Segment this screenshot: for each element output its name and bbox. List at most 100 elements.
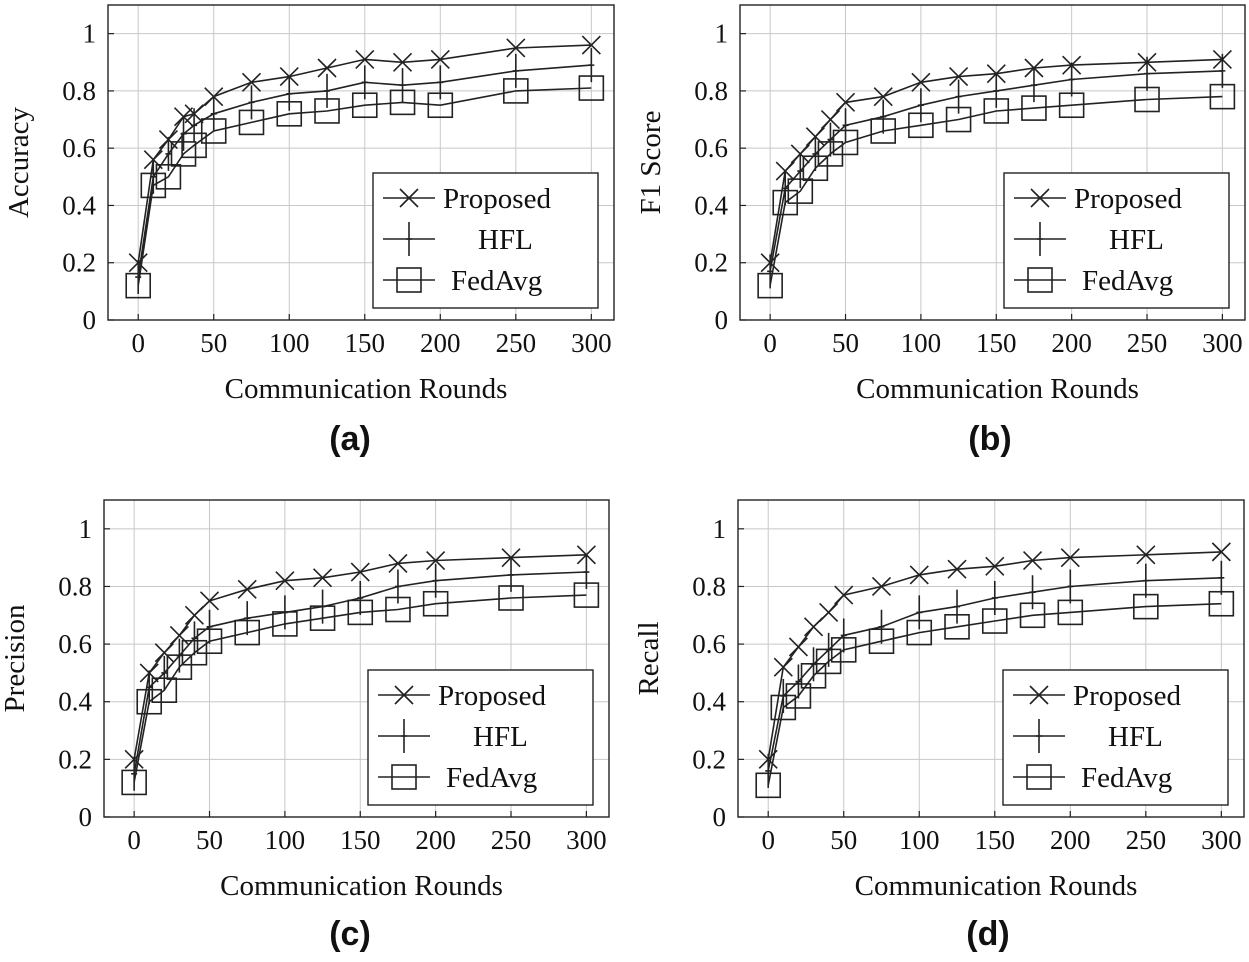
x-axis-label: Communication Rounds: [220, 870, 503, 902]
data-point-hfl: [955, 79, 962, 114]
data-point-fedavg: [1019, 602, 1046, 629]
x-tick-label: 300: [1202, 328, 1243, 358]
legend-marker-hfl: [406, 222, 412, 256]
x-tick-label: 100: [265, 825, 306, 855]
data-point-hfl: [399, 68, 406, 103]
data-point-fedavg: [800, 662, 827, 689]
x-tick-label: 100: [269, 328, 310, 358]
y-tick-label: 0.6: [62, 133, 96, 163]
legend-label-hfl: HFL: [1109, 224, 1164, 256]
data-point-fedavg: [1058, 92, 1085, 119]
data-point-proposed: [392, 52, 413, 72]
chart-panel-d: 0 50 100 150 200 250 300 0 0.2 0.4 0.6 0.8 1 Communic…: [633, 499, 1245, 953]
legend-marker-proposed: [394, 685, 414, 705]
data-point-fedavg: [347, 599, 374, 626]
data-point-fedavg: [385, 596, 411, 623]
data-point-fedavg: [981, 608, 1008, 634]
data-point-hfl: [324, 73, 331, 108]
y-axis-label: Precision: [0, 604, 31, 712]
data-point-fedavg: [155, 164, 182, 190]
legend-label-hfl: HFL: [478, 224, 533, 256]
data-point-hfl: [1068, 62, 1075, 97]
data-point-fedavg: [498, 585, 524, 611]
legend-label-hfl: HFL: [473, 721, 528, 753]
data-point-fedavg: [832, 129, 859, 156]
data-point-proposed: [241, 72, 262, 92]
data-point-hfl: [1067, 569, 1074, 604]
data-point-hfl: [248, 85, 255, 120]
data-point-hfl: [1144, 56, 1151, 91]
data-point-hfl: [795, 664, 802, 699]
legend-label-fedavg: FedAvg: [446, 762, 537, 794]
y-tick-label: 0.2: [62, 248, 96, 278]
plot-frame: [737, 499, 1245, 818]
data-point-proposed: [275, 571, 295, 591]
data-point-proposed: [506, 38, 526, 58]
series-fedavg: [125, 75, 605, 299]
y-tick-label: 0.2: [694, 248, 728, 278]
data-point-fedavg: [196, 628, 223, 655]
legend-marker-fedavg: [396, 267, 422, 293]
data-point-proposed: [1136, 545, 1156, 565]
data-point-fedavg: [944, 613, 970, 640]
x-tick-label: 100: [899, 825, 940, 855]
chart-panel-b: 0 50 100 150 200 250 300 0 0.2 0.4 0.6 0.8 1 Communic…: [635, 4, 1246, 458]
y-tick-label: 0: [83, 305, 97, 335]
data-point-hfl: [993, 73, 1000, 108]
data-point-fedavg: [234, 619, 261, 646]
data-point-proposed: [873, 87, 893, 107]
legend-marker-fedavg: [1027, 267, 1053, 293]
data-point-hfl: [880, 99, 887, 134]
data-point-fedavg: [906, 619, 933, 646]
y-tick-label: 0.4: [692, 687, 726, 717]
data-point-hfl: [827, 122, 834, 157]
legend-marker-proposed: [399, 188, 419, 208]
data-point-proposed: [871, 576, 892, 597]
legend-marker-hfl: [1037, 222, 1043, 256]
legend-label-fedavg: FedAvg: [1081, 762, 1172, 794]
data-point-hfl: [1142, 563, 1149, 598]
data-point-proposed: [426, 550, 446, 571]
legend: Proposed HFL FedAvg: [372, 172, 599, 309]
x-tick-label: 250: [496, 328, 537, 358]
plot-frame: [107, 4, 615, 321]
y-tick-label: 0: [79, 802, 93, 832]
series-fedavg: [757, 83, 1236, 299]
y-tick-label: 0.2: [58, 744, 92, 774]
x-axis-label: Communication Rounds: [855, 870, 1138, 902]
data-point-fedavg: [314, 98, 340, 124]
data-point-fedavg: [802, 155, 829, 182]
y-tick-label: 1: [713, 514, 727, 544]
y-tick-label: 0.8: [62, 76, 96, 106]
x-tick-label: 250: [1126, 825, 1167, 855]
data-point-fedavg: [121, 769, 147, 796]
data-point-hfl: [244, 601, 251, 636]
data-point-fedavg: [272, 611, 298, 637]
legend-marker-proposed: [1030, 188, 1050, 208]
data-point-proposed: [986, 64, 1006, 84]
y-tick-label: 0.8: [694, 76, 728, 106]
data-point-hfl: [512, 53, 519, 88]
y-axis-label: F1 Score: [635, 111, 667, 215]
data-point-fedavg: [573, 582, 600, 608]
data-point-proposed: [154, 643, 174, 663]
legend: Proposed HFL FedAvg: [1003, 172, 1230, 309]
data-point-hfl: [878, 609, 885, 644]
series-line-fedavg: [137, 87, 592, 286]
data-point-fedavg: [1133, 593, 1159, 620]
data-point-fedavg: [422, 590, 449, 617]
data-point-fedavg: [945, 106, 972, 133]
data-point-proposed: [581, 35, 601, 55]
data-point-fedavg: [276, 101, 303, 127]
data-point-proposed: [911, 72, 931, 92]
data-point-hfl: [840, 618, 847, 653]
y-tick-label: 0.2: [692, 744, 726, 774]
x-tick-label: 50: [200, 328, 227, 358]
data-point-fedavg: [351, 92, 378, 119]
data-point-proposed: [576, 545, 596, 565]
data-point-proposed: [834, 585, 854, 605]
panel-caption: (d): [966, 915, 1009, 953]
data-point-hfl: [842, 108, 849, 143]
legend-label-hfl: HFL: [1108, 721, 1163, 753]
data-point-hfl: [432, 563, 439, 598]
